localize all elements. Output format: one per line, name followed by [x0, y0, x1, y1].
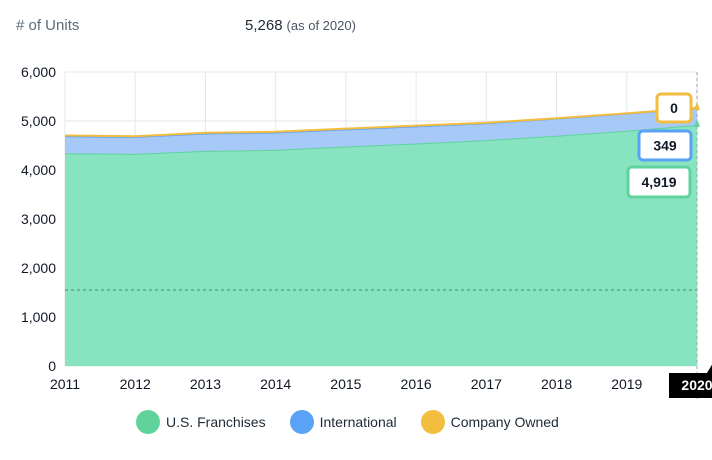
tooltip-pointer-company-owned: [694, 101, 700, 110]
metric-number: 5,268: [245, 17, 283, 34]
y-tick-label: 0: [48, 358, 56, 374]
tooltip-pointer-u-s-franchises: [694, 118, 700, 127]
metric-header: # of Units 5,268 (as of 2020): [16, 16, 706, 38]
legend-swatch-international: [289, 410, 314, 434]
selected-year-pointer: [707, 364, 712, 373]
x-tick-label: 2011: [50, 376, 80, 392]
y-tick-label: 4,000: [21, 162, 56, 178]
metric-label: # of Units: [16, 17, 80, 34]
legend-label-company-owned: Company Owned: [450, 414, 559, 430]
units-area-chart[interactable]: 0 1,000 2,000 3,000 4,000 5,000 6,000 2011 2012 2…: [0, 0, 712, 400]
tooltip-box-u-s-franchises: [626, 165, 692, 199]
legend-item-international[interactable]: International: [289, 410, 397, 434]
tooltip-box-company-owned: [655, 92, 693, 124]
legend-item-us-franchises[interactable]: U.S. Franchises: [136, 410, 266, 434]
y-tick-label: 6,000: [21, 64, 56, 80]
tooltip-value-international: 349: [653, 138, 677, 154]
y-tick-label: 2,000: [21, 260, 56, 276]
selected-year-highlight: [669, 373, 712, 398]
tooltip-value-u-s-franchises: 4,919: [641, 174, 676, 190]
y-tick-label: 3,000: [21, 211, 56, 227]
metric-value: 5,268 (as of 2020): [245, 17, 356, 34]
legend-label-international: International: [319, 414, 397, 430]
x-tick-label-selected: 2020: [681, 377, 712, 393]
metric-note: (as of 2020): [286, 18, 356, 33]
x-tick-label: 2016: [401, 376, 432, 392]
tooltip-box-international: [637, 129, 693, 162]
y-tick-label: 1,000: [21, 309, 56, 325]
x-tick-label: 2013: [190, 376, 221, 392]
area-u-s-franchises: [65, 124, 697, 367]
legend-swatch-company-owned: [420, 410, 445, 434]
tooltip-value-company-owned: 0: [670, 100, 678, 116]
area-international: [65, 107, 697, 154]
x-tick-label: 2015: [330, 376, 361, 392]
y-tick-label: 5,000: [21, 113, 56, 129]
legend-swatch-us-franchises: [136, 410, 160, 434]
x-tick-label: 2014: [260, 376, 291, 392]
legend-item-company-owned[interactable]: Company Owned: [420, 410, 559, 434]
line-company-owned: [64, 106, 698, 138]
x-tick-label: 2012: [120, 376, 151, 392]
x-tick-label: 2018: [541, 376, 572, 392]
x-tick-label: 2017: [471, 376, 502, 392]
x-tick-label: 2019: [611, 376, 642, 392]
chart-legend: U.S. Franchises International Company Ow…: [136, 410, 583, 434]
legend-label-us-franchises: U.S. Franchises: [166, 414, 266, 430]
